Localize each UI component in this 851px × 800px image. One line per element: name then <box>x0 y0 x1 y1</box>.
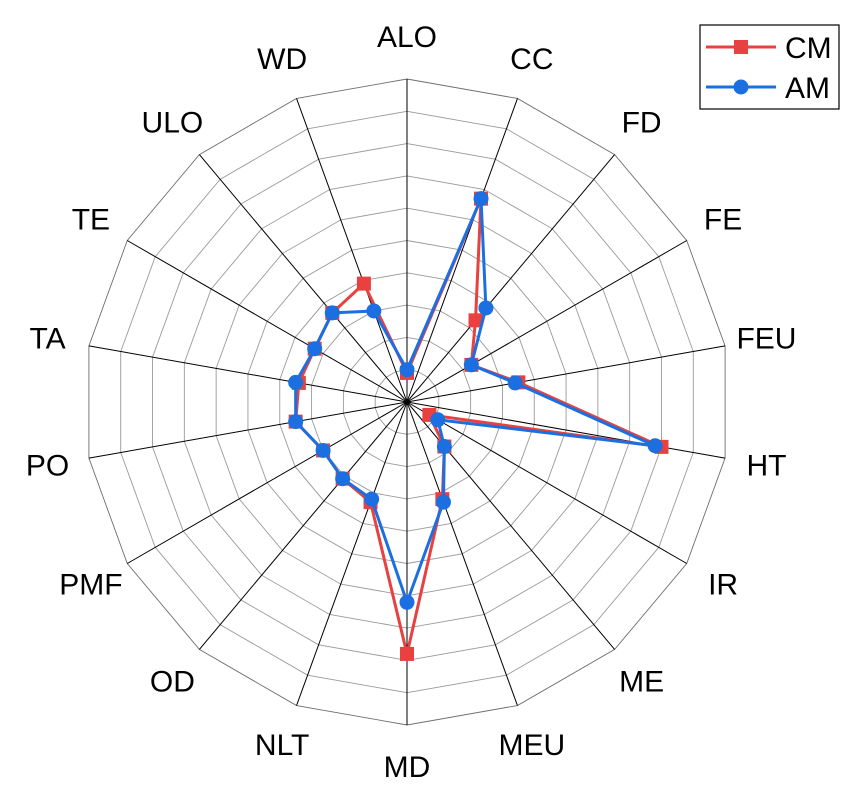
legend-marker-cm <box>734 40 748 54</box>
point-am-te <box>307 341 323 357</box>
axis-label-fd: FD <box>622 106 662 139</box>
axis-label-nlt: NLT <box>255 729 309 762</box>
axis-label-po: PO <box>26 449 69 482</box>
axis-label-od: OD <box>150 666 195 699</box>
legend-label-am: AM <box>785 72 830 105</box>
point-cm-wd <box>356 276 371 291</box>
axis-spoke-ir <box>406 401 687 564</box>
series-layer <box>288 191 669 661</box>
point-cm-md <box>400 646 414 661</box>
axis-label-wd: WD <box>257 43 307 76</box>
axis-label-ht: HT <box>746 449 786 482</box>
axis-spoke-pmf <box>127 401 408 564</box>
series-am <box>288 191 663 610</box>
axis-label-ta: TA <box>29 323 65 356</box>
point-am-wd <box>366 303 382 319</box>
point-am-ulo <box>324 305 340 321</box>
axis-label-alo: ALO <box>377 21 437 54</box>
axis-label-fe: FE <box>704 204 742 237</box>
axis-spoke-nlt <box>296 401 408 706</box>
point-am-alo <box>399 362 415 378</box>
axis-label-meu: MEU <box>499 729 566 762</box>
axis-spoke-ht <box>406 401 726 459</box>
axis-spoke-ulo <box>198 154 408 403</box>
axis-label-te: TE <box>72 204 110 237</box>
axis-label-me: ME <box>619 666 664 699</box>
point-am-feu <box>507 375 523 391</box>
point-am-po <box>288 414 304 430</box>
point-am-ht <box>647 438 663 454</box>
point-cm-fd <box>468 313 483 328</box>
point-am-ta <box>288 374 304 390</box>
axis-label-feu: FEU <box>736 323 796 356</box>
legend-label-cm: CM <box>785 32 832 65</box>
axis-spoke-te <box>127 240 408 403</box>
legend: CM AM <box>699 24 840 110</box>
point-am-meu <box>435 494 451 510</box>
point-am-pmf <box>315 442 331 458</box>
axis-label-pmf: PMF <box>59 569 122 602</box>
axis-label-cc: CC <box>510 43 553 76</box>
axis-spoke-fe <box>406 240 687 403</box>
legend-marker-am <box>733 79 749 95</box>
axis-spoke-od <box>198 401 408 650</box>
point-am-cc <box>473 191 489 207</box>
axis-spoke-wd <box>296 98 408 403</box>
point-am-fe <box>463 357 479 373</box>
axis-label-ulo: ULO <box>142 106 204 139</box>
point-am-md <box>399 594 415 610</box>
point-am-fd <box>478 300 494 316</box>
axis-spoke-ta <box>88 345 408 403</box>
point-am-nlt <box>364 491 380 507</box>
axis-spoke-po <box>88 401 408 459</box>
series-line-am <box>294 197 657 604</box>
point-am-me <box>436 439 452 455</box>
point-am-od <box>335 471 351 487</box>
point-am-ir <box>430 412 446 428</box>
legend-box <box>699 24 840 110</box>
axis-labels: ALO CC FD FE FEU HT IR ME MEU MD NLT OD PMF PO TA TE ULO… <box>26 21 797 784</box>
axis-label-ir: IR <box>708 569 738 602</box>
axis-spoke-feu <box>406 345 726 403</box>
axis-spokes <box>88 79 726 725</box>
axis-label-md: MD <box>384 751 431 784</box>
axis-spoke-fd <box>406 154 616 403</box>
axis-spoke-cc <box>406 98 518 403</box>
axis-spoke-meu <box>406 401 518 706</box>
